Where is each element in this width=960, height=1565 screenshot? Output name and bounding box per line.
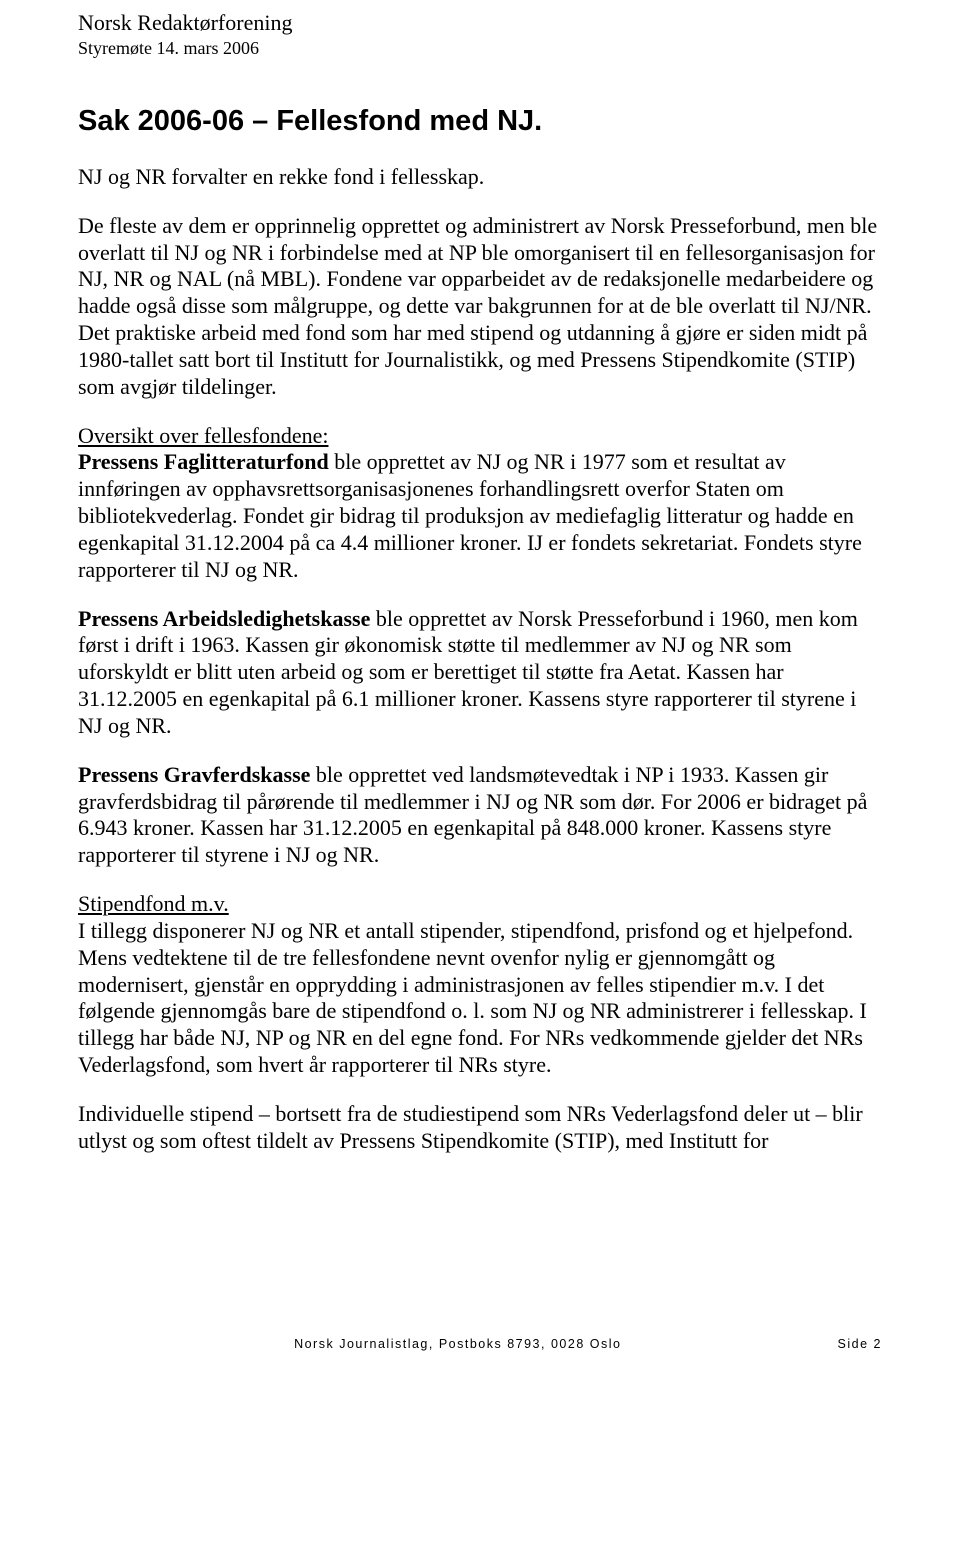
meeting-date: Styremøte 14. mars 2006 <box>78 38 882 59</box>
document-title: Sak 2006-06 – Fellesfond med NJ. <box>78 105 882 138</box>
fund-name-faglitteratur: Pressens Faglitteraturfond <box>78 449 329 474</box>
section-heading-fellesfond: Oversikt over fellesfondene: <box>78 423 328 448</box>
section-heading-stipendfond: Stipendfond m.v. <box>78 891 229 916</box>
paragraph-individuelle: Individuelle stipend – bortsett fra de s… <box>78 1101 882 1155</box>
page-footer: Norsk Journalistlag, Postboks 8793, 0028… <box>0 1337 960 1369</box>
fund-name-gravferd: Pressens Gravferdskasse <box>78 762 310 787</box>
document-page: Norsk Redaktørforening Styremøte 14. mar… <box>0 0 960 1217</box>
fund-name-arbeidsledighet: Pressens Arbeidsledighetskasse <box>78 606 370 631</box>
stipendfond-body: I tillegg disponerer NJ og NR et antall … <box>78 918 867 1077</box>
paragraph-background: De fleste av dem er opprinnelig opprette… <box>78 213 882 401</box>
footer-page-number: Side 2 <box>838 1337 882 1351</box>
paragraph-arbeidsledighet: Pressens Arbeidsledighetskasse ble oppre… <box>78 606 882 740</box>
paragraph-faglitteraturfond: Oversikt over fellesfondene: Pressens Fa… <box>78 423 882 584</box>
paragraph-stipendfond: Stipendfond m.v. I tillegg disponerer NJ… <box>78 891 882 1079</box>
footer-address: Norsk Journalistlag, Postboks 8793, 0028… <box>78 1337 838 1351</box>
paragraph-gravferd: Pressens Gravferdskasse ble opprettet ve… <box>78 762 882 869</box>
paragraph-intro: NJ og NR forvalter en rekke fond i felle… <box>78 164 882 191</box>
org-name: Norsk Redaktørforening <box>78 10 882 36</box>
